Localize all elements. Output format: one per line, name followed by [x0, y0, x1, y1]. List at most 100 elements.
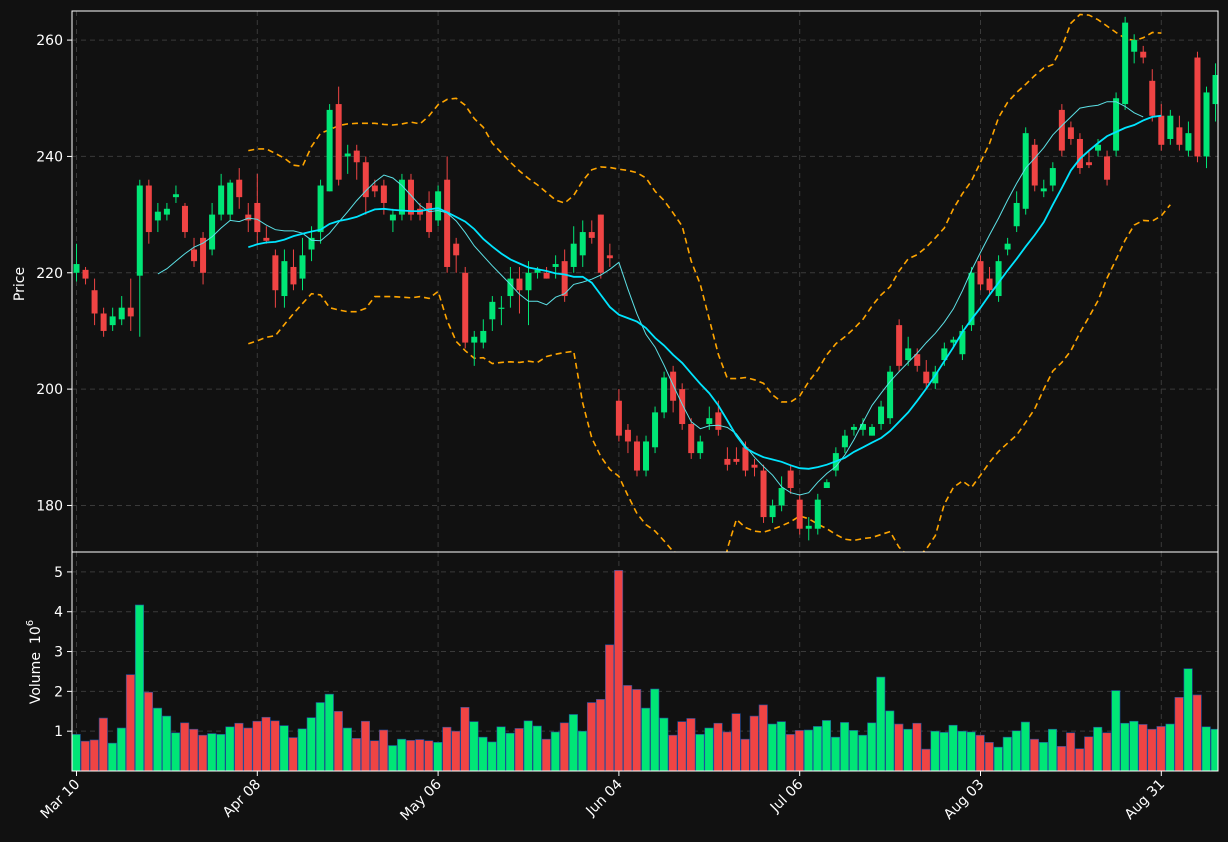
- candle-body: [525, 272, 532, 291]
- volume-bar: [1048, 728, 1058, 771]
- volume-bar: [966, 731, 976, 771]
- volume-bar: [1138, 724, 1148, 771]
- volume-bar: [921, 748, 931, 771]
- volume-bar: [134, 604, 144, 771]
- candle: [317, 179, 324, 244]
- volume-bar: [360, 720, 371, 771]
- candle-body: [136, 185, 143, 276]
- candle-body: [1140, 51, 1147, 58]
- candle: [624, 424, 631, 454]
- volume-bar: [397, 738, 407, 771]
- volume-bar: [180, 722, 190, 771]
- candle: [1085, 150, 1092, 169]
- candle-body: [462, 272, 469, 343]
- volume-bar: [1066, 732, 1076, 771]
- candle-body: [724, 458, 731, 465]
- candle-body: [254, 202, 261, 233]
- volume-bar: [1038, 742, 1049, 771]
- volume-bar: [939, 732, 949, 771]
- candle: [588, 220, 595, 244]
- candle-body: [516, 278, 523, 291]
- candle-body: [380, 185, 387, 203]
- candle: [760, 464, 767, 523]
- volume-axis-title: Volume 106: [25, 620, 44, 704]
- candle: [200, 232, 207, 285]
- candle: [1022, 127, 1029, 215]
- candle: [570, 226, 577, 273]
- volume-bar: [894, 723, 904, 771]
- candle: [787, 464, 794, 494]
- candle: [841, 429, 848, 454]
- volume-bar: [1174, 697, 1184, 771]
- volume-bar: [595, 699, 606, 771]
- volume-bar: [984, 742, 994, 771]
- volume-bar: [1020, 721, 1030, 771]
- volume-bar: [821, 720, 832, 771]
- candle-body: [236, 179, 243, 198]
- candle: [896, 319, 903, 372]
- candle: [1149, 69, 1156, 122]
- candle: [643, 435, 650, 477]
- candle: [1212, 63, 1218, 122]
- candle-body: [299, 255, 306, 279]
- volume-bar: [107, 742, 117, 771]
- volume-bar: [1093, 726, 1103, 771]
- volume-bar: [867, 722, 877, 771]
- candle: [525, 261, 532, 326]
- candle: [236, 168, 243, 209]
- candle-body: [498, 307, 505, 309]
- candle-body: [805, 525, 812, 529]
- candle: [932, 365, 939, 390]
- candle: [769, 499, 776, 523]
- candle: [1095, 138, 1102, 157]
- volume-bar: [162, 715, 172, 771]
- candle-body: [923, 371, 930, 384]
- candle-body: [606, 255, 613, 259]
- candle-body: [181, 205, 188, 233]
- candle: [344, 144, 351, 174]
- candle-body: [272, 255, 279, 291]
- candle-body: [751, 464, 758, 468]
- candle: [498, 296, 505, 326]
- candle-body: [652, 412, 659, 448]
- volume-bar: [812, 726, 823, 771]
- candle: [1104, 150, 1111, 186]
- volume-bar: [279, 725, 289, 771]
- candle-body: [1031, 144, 1038, 186]
- candle-body: [643, 441, 650, 471]
- candle: [218, 173, 225, 221]
- volume-y-ticks: 1 2 3 4 5: [54, 565, 72, 740]
- volume-bar: [351, 738, 361, 771]
- candle-body: [688, 424, 695, 454]
- candle: [335, 86, 342, 186]
- candle: [299, 237, 306, 291]
- volume-bar: [324, 693, 334, 771]
- candle: [82, 266, 89, 285]
- candle-body: [932, 371, 939, 384]
- candle: [1131, 34, 1138, 64]
- candle-body: [588, 232, 595, 238]
- candle: [353, 144, 360, 180]
- volume-bar: [776, 721, 786, 771]
- candle-body: [371, 185, 378, 192]
- candle: [453, 237, 460, 273]
- candle: [850, 424, 857, 436]
- candle-body: [1185, 133, 1192, 151]
- candle-body: [353, 150, 360, 163]
- candle: [362, 156, 369, 215]
- candle-body: [1058, 109, 1065, 151]
- price-tick-label: 180: [36, 498, 63, 514]
- volume-bar: [1165, 723, 1175, 771]
- candle: [751, 458, 758, 477]
- volume-bar: [876, 676, 886, 771]
- volume-bar: [234, 722, 244, 771]
- volume-bar: [171, 732, 181, 771]
- candle: [181, 202, 188, 238]
- candle: [1194, 51, 1201, 163]
- candle: [1203, 86, 1210, 169]
- candle-body: [615, 400, 622, 436]
- volume-bar: [957, 730, 967, 771]
- volume-bar: [261, 716, 271, 771]
- candle-body: [398, 179, 405, 215]
